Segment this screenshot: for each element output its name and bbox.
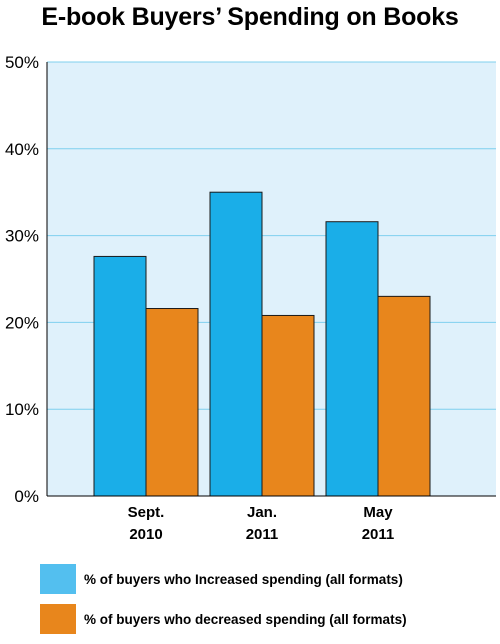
bar-decreased-0 <box>145 308 199 497</box>
bar-decreased-2 <box>377 295 431 497</box>
bar-chart: 0% 10% 20% 30% 40% 50% Sept. 2010 Jan. 2011 May 20… <box>5 53 496 543</box>
legend-item-increased: % of buyers who Increased spending (all … <box>40 564 407 594</box>
x-tick-label-line1: May <box>363 504 393 521</box>
chart-title: E-book Buyers’ Spending on Books <box>41 3 459 31</box>
legend-item-decreased: % of buyers who decreased spending (all … <box>40 604 407 634</box>
y-tick-label: 20% <box>5 313 39 332</box>
y-tick-label: 40% <box>5 140 39 159</box>
x-tick-label-line2: 2011 <box>246 526 279 543</box>
y-tick-label: 10% <box>5 400 39 419</box>
legend-swatch-increased <box>40 564 76 594</box>
y-tick-label: 0% <box>14 487 39 506</box>
bar-increased-1 <box>209 191 263 497</box>
x-tick-label-line1: Jan. <box>247 504 277 521</box>
x-tick-label-line1: Sept. <box>128 504 165 521</box>
bar-increased-2 <box>325 221 379 497</box>
legend-label-increased: % of buyers who Increased spending (all … <box>84 571 403 587</box>
bar-decreased-1 <box>261 314 315 497</box>
x-tick-label-line2: 2011 <box>362 526 395 543</box>
y-tick-label: 50% <box>5 53 39 72</box>
legend-label-decreased: % of buyers who decreased spending (all … <box>84 611 407 627</box>
legend-swatch-decreased <box>40 604 76 634</box>
x-tick-label-line2: 2010 <box>129 526 162 543</box>
legend: % of buyers who Increased spending (all … <box>40 564 407 644</box>
bar-increased-0 <box>93 255 147 497</box>
y-tick-label: 30% <box>5 227 39 246</box>
